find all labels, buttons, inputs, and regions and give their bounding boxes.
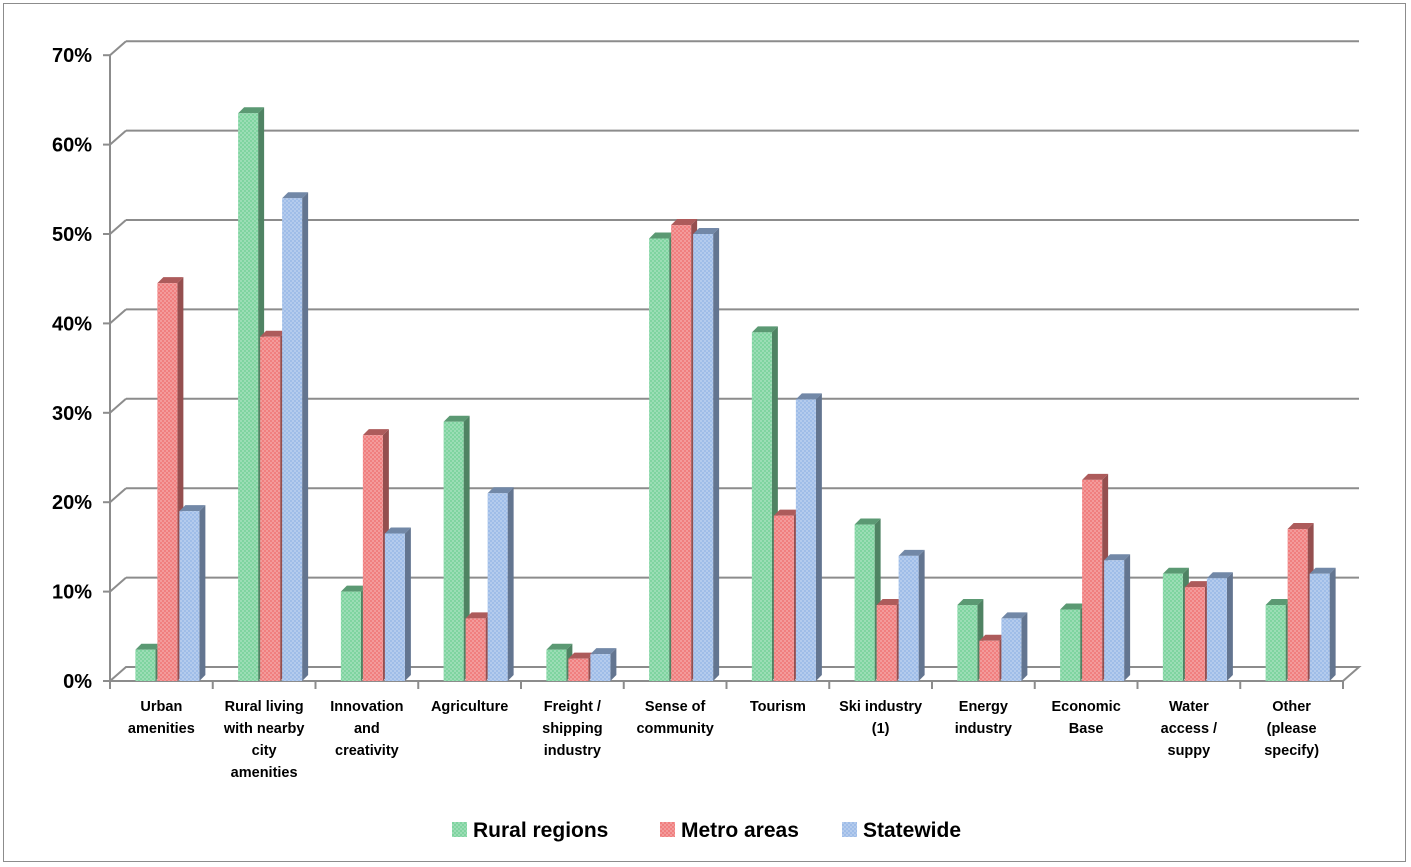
bar-statewide-8 <box>898 549 925 681</box>
legend: Rural regions Metro areas Statewide <box>452 819 961 842</box>
y-tick-label: 20% <box>52 492 92 514</box>
legend-item-2: Metro areas <box>660 819 799 842</box>
bar-rural-regions-1 <box>135 643 162 681</box>
legend-label: Metro areas <box>681 819 799 842</box>
bar-rural-regions-11 <box>1162 567 1189 681</box>
grid-layer <box>103 40 1362 689</box>
bar-statewide-2 <box>282 192 309 682</box>
gridline-side <box>109 129 127 146</box>
gridline-side <box>109 40 127 56</box>
bar-statewide-4 <box>487 487 514 681</box>
bar-rural-regions-8 <box>854 518 881 681</box>
bar-statewide-9 <box>1001 612 1028 681</box>
gridline-side <box>109 219 127 235</box>
x-tick-label: Innovation and creativity <box>330 699 403 759</box>
x-tick-label: Economic Base <box>1051 699 1120 737</box>
bar-rural-regions-4 <box>443 415 470 681</box>
bar-metro-areas-1 <box>157 277 184 681</box>
x-tick-label: Freight / shipping industry <box>542 699 602 759</box>
gridline-side <box>109 487 127 503</box>
y-tick-label: 60% <box>52 135 92 157</box>
bar-rural-regions-6 <box>649 232 676 681</box>
x-tick-label: Energy industry <box>955 699 1012 737</box>
y-tick-label: 40% <box>52 313 92 335</box>
y-tick-label: 50% <box>52 224 92 246</box>
x-tick-label: Rural living with nearby city amenities <box>223 699 305 781</box>
y-tick-label: 0% <box>63 671 92 693</box>
bar-metro-areas-10 <box>1082 473 1109 681</box>
legend-item-1: Rural regions <box>452 819 608 842</box>
x-tick-label: Sense of community <box>636 699 713 737</box>
bar-statewide-10 <box>1104 554 1131 681</box>
y-tick-label: 10% <box>52 582 92 604</box>
y-tick-label: 30% <box>52 403 92 425</box>
x-tick-label: Ski industry (1) <box>839 699 922 737</box>
x-tick-label: Water access / suppy <box>1161 699 1217 759</box>
x-tick-label: Urban amenities <box>128 699 195 737</box>
bar-statewide-12 <box>1309 567 1336 681</box>
bar-statewide-1 <box>179 505 206 681</box>
bar-statewide-11 <box>1206 572 1233 681</box>
x-tick-label: Agriculture <box>431 699 508 715</box>
legend-label: Statewide <box>863 819 961 842</box>
legend-item-3: Statewide <box>842 819 961 842</box>
gridline-side <box>109 398 127 414</box>
bar-metro-areas-2 <box>260 330 287 681</box>
y-tick-labels: 0% 10% 20% 30% 40% 50% 60% 70% <box>52 45 92 693</box>
bar-metro-areas-12 <box>1287 523 1314 681</box>
x-tick-labels: Urban amenities Rural living with nearby cit… <box>128 699 1319 781</box>
gridline-side <box>109 576 127 593</box>
x-tick-label: Tourism <box>750 699 806 715</box>
bar-rural-regions-5 <box>546 643 573 681</box>
bars-layer <box>135 107 1336 682</box>
legend-label: Rural regions <box>473 819 608 842</box>
bar-statewide-7 <box>795 393 822 681</box>
bar-statewide-3 <box>384 527 411 681</box>
y-tick-label: 70% <box>52 45 92 67</box>
x-tick-label: Other (please specify) <box>1264 699 1319 759</box>
bar-rural-regions-9 <box>957 599 984 681</box>
bar-statewide-6 <box>693 228 720 681</box>
bar-statewide-5 <box>590 648 617 681</box>
gridline-side <box>109 308 127 325</box>
